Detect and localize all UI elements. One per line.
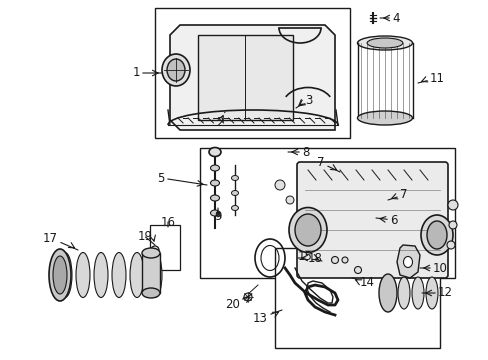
Text: 2: 2 (216, 112, 224, 129)
Bar (198, 35, 292, 120)
Text: 18: 18 (297, 252, 322, 265)
Ellipse shape (244, 293, 251, 301)
Ellipse shape (208, 148, 221, 157)
Ellipse shape (130, 252, 143, 297)
Text: 7: 7 (317, 157, 339, 172)
Ellipse shape (294, 214, 320, 246)
Polygon shape (396, 245, 419, 278)
Ellipse shape (231, 190, 238, 195)
Ellipse shape (231, 175, 238, 180)
Text: 5: 5 (157, 171, 206, 185)
Ellipse shape (446, 241, 454, 249)
Bar (155, 8, 349, 138)
Ellipse shape (426, 221, 446, 249)
Ellipse shape (341, 257, 347, 263)
Bar (274, 248, 439, 348)
Ellipse shape (448, 221, 456, 229)
Ellipse shape (403, 256, 412, 267)
Text: 3: 3 (295, 94, 312, 108)
Ellipse shape (58, 252, 72, 297)
Text: 7: 7 (387, 189, 407, 202)
Ellipse shape (76, 252, 90, 297)
Ellipse shape (94, 252, 108, 297)
Ellipse shape (331, 256, 338, 264)
Ellipse shape (210, 165, 219, 171)
Text: 15: 15 (298, 251, 321, 264)
Text: 4: 4 (379, 12, 399, 24)
Text: 9: 9 (214, 208, 221, 224)
Ellipse shape (357, 36, 412, 50)
Bar (150, 225, 180, 270)
Ellipse shape (142, 248, 160, 258)
Text: 14: 14 (351, 275, 374, 288)
Ellipse shape (397, 277, 409, 309)
Ellipse shape (231, 206, 238, 211)
Ellipse shape (411, 277, 423, 309)
Text: 19: 19 (138, 230, 155, 245)
Text: 10: 10 (419, 261, 447, 274)
Bar (142, 253, 160, 293)
Polygon shape (170, 25, 334, 130)
Ellipse shape (383, 277, 395, 309)
Ellipse shape (112, 252, 126, 297)
Ellipse shape (210, 180, 219, 186)
Ellipse shape (288, 207, 326, 252)
Text: 11: 11 (417, 72, 444, 85)
Ellipse shape (151, 246, 159, 254)
Ellipse shape (378, 274, 396, 312)
Text: 16: 16 (160, 216, 175, 229)
Ellipse shape (285, 196, 293, 204)
Ellipse shape (210, 195, 219, 201)
Ellipse shape (447, 200, 457, 210)
Text: 17: 17 (43, 231, 78, 250)
Bar (200, 148, 454, 278)
Text: 1: 1 (132, 67, 162, 80)
Ellipse shape (274, 180, 285, 190)
Ellipse shape (142, 288, 160, 298)
Ellipse shape (425, 277, 437, 309)
Text: 6: 6 (375, 213, 397, 226)
Ellipse shape (366, 38, 402, 48)
Ellipse shape (420, 215, 452, 255)
Ellipse shape (162, 54, 190, 86)
Text: 8: 8 (287, 145, 309, 158)
Text: 20: 20 (224, 294, 251, 311)
Ellipse shape (210, 210, 219, 216)
Ellipse shape (49, 249, 71, 301)
Text: 12: 12 (421, 287, 452, 300)
Ellipse shape (167, 59, 184, 81)
Ellipse shape (354, 266, 361, 274)
Ellipse shape (357, 111, 412, 125)
Ellipse shape (53, 256, 67, 294)
Text: 13: 13 (253, 310, 282, 324)
Ellipse shape (148, 252, 162, 297)
FancyBboxPatch shape (296, 162, 447, 278)
